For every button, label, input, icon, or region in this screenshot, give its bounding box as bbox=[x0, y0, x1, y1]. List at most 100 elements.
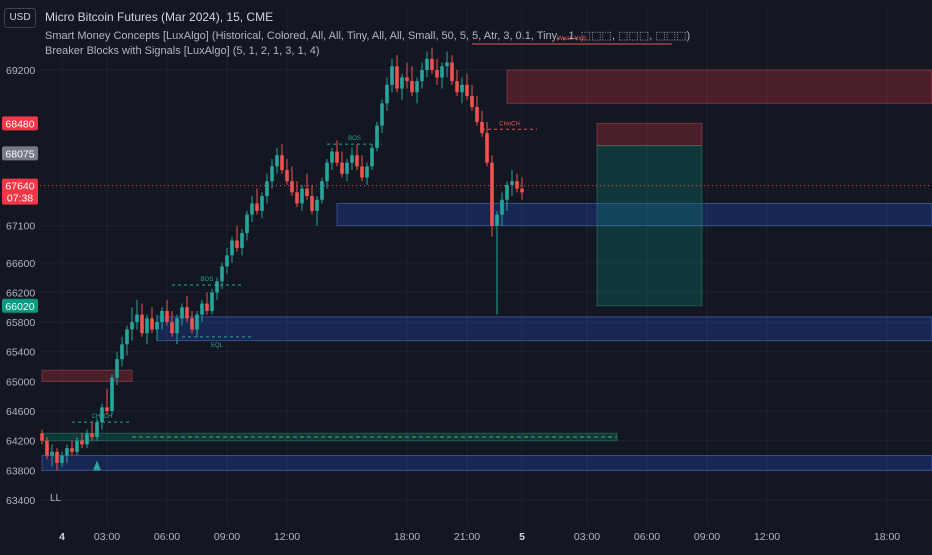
candle-body bbox=[190, 318, 194, 330]
candle-body bbox=[480, 121, 484, 134]
candle-body bbox=[380, 103, 384, 126]
candle-body bbox=[455, 81, 459, 93]
structure-label: EQL bbox=[211, 343, 224, 349]
candle-body bbox=[265, 181, 269, 197]
candle-body bbox=[375, 125, 379, 148]
candle-body bbox=[195, 314, 199, 330]
ll-label: LL bbox=[50, 493, 62, 504]
y-tick-label: 66200 bbox=[6, 287, 35, 299]
x-tick-label: 03:00 bbox=[574, 531, 600, 543]
candle-body bbox=[345, 162, 349, 174]
x-tick-label: 12:00 bbox=[274, 531, 300, 543]
candle-body bbox=[445, 62, 449, 67]
candle-body bbox=[470, 95, 474, 108]
candle-body bbox=[120, 344, 124, 360]
candle-body bbox=[105, 407, 109, 412]
x-tick-label: 12:00 bbox=[754, 531, 780, 543]
candle-body bbox=[220, 266, 224, 282]
candle-body bbox=[170, 322, 174, 334]
candle-body bbox=[180, 307, 184, 319]
candle-body bbox=[275, 155, 279, 167]
candle-body bbox=[390, 66, 394, 85]
candle-body bbox=[440, 66, 444, 78]
x-tick-label: 21:00 bbox=[454, 531, 480, 543]
y-tick-label: 63400 bbox=[6, 495, 35, 507]
symbol-title[interactable]: Micro Bitcoin Futures (Mar 2024), 15, CM… bbox=[45, 10, 274, 24]
structure-label: CHoCH bbox=[499, 121, 520, 127]
red-zone bbox=[596, 122, 703, 147]
y-tick-label: 66600 bbox=[6, 258, 35, 270]
candle-body bbox=[485, 133, 489, 163]
candle-body bbox=[80, 440, 84, 445]
price-badge bbox=[2, 146, 38, 161]
candle-body bbox=[495, 214, 499, 226]
candle-body bbox=[355, 155, 359, 167]
candle-body bbox=[505, 184, 509, 200]
candle-body bbox=[250, 203, 254, 215]
red-zone bbox=[506, 69, 932, 104]
candle-body bbox=[65, 448, 69, 456]
candle-body bbox=[185, 307, 189, 319]
x-tick-label: 06:00 bbox=[634, 531, 660, 543]
candle-body bbox=[360, 166, 364, 178]
blue-zone bbox=[336, 202, 932, 227]
candle-body bbox=[75, 440, 79, 452]
candle-body bbox=[310, 196, 314, 211]
indicator-breaker-blocks[interactable]: Breaker Blocks with Signals [LuxAlgo] (5… bbox=[45, 45, 320, 57]
candle-body bbox=[490, 162, 494, 226]
price-badge-text: 68075 bbox=[5, 148, 34, 160]
y-tick-label: 65800 bbox=[6, 317, 35, 329]
x-tick-label: 09:00 bbox=[214, 531, 240, 543]
y-tick-label: 64200 bbox=[6, 436, 35, 448]
candle-body bbox=[210, 292, 214, 311]
candle-body bbox=[45, 440, 49, 456]
candle-body bbox=[235, 240, 239, 248]
candle-body bbox=[90, 433, 94, 437]
y-tick-label: 69200 bbox=[6, 65, 35, 77]
structure-label: Weak High bbox=[557, 36, 586, 42]
candle-body bbox=[230, 240, 234, 256]
candle-body bbox=[270, 166, 274, 182]
candle-body bbox=[245, 214, 249, 234]
candle-body bbox=[340, 162, 344, 174]
axes: 63400 63800 64200 64600 65000 65400 65800 66200… bbox=[6, 65, 900, 543]
candle-body bbox=[435, 70, 439, 78]
candle-body bbox=[450, 62, 454, 82]
candle-body bbox=[85, 433, 89, 445]
candle-body bbox=[385, 84, 389, 104]
grid bbox=[40, 8, 932, 525]
blue-zone bbox=[41, 455, 932, 471]
candle-body bbox=[405, 77, 409, 82]
candle-body bbox=[305, 188, 309, 197]
x-tick-label: 5 bbox=[519, 531, 525, 543]
candle-body bbox=[320, 181, 324, 200]
candle-body bbox=[425, 58, 429, 70]
price-badge-text: 68480 bbox=[5, 118, 34, 130]
candle-body bbox=[285, 170, 289, 182]
candle-body bbox=[55, 451, 59, 463]
indicator-smart-money-concepts[interactable]: Smart Money Concepts [LuxAlgo] (Historic… bbox=[45, 30, 691, 42]
candle-body bbox=[255, 203, 259, 211]
candles bbox=[40, 47, 524, 471]
candle-body bbox=[280, 155, 284, 171]
green-zone bbox=[596, 145, 703, 307]
structure-label: BOS bbox=[201, 277, 214, 283]
candle-body bbox=[325, 162, 329, 182]
y-tick-label: 65000 bbox=[6, 376, 35, 388]
candle-body bbox=[130, 322, 134, 330]
candle-body bbox=[415, 81, 419, 93]
price-badge-text: 66020 bbox=[5, 301, 34, 313]
candle-body bbox=[430, 58, 434, 70]
candle-body bbox=[225, 255, 229, 267]
x-tick-label: 18:00 bbox=[874, 531, 900, 543]
currency-button[interactable]: USD bbox=[4, 8, 36, 28]
x-tick-label: 18:00 bbox=[394, 531, 420, 543]
candle-body bbox=[70, 448, 74, 452]
x-tick-label: 4 bbox=[59, 531, 65, 543]
candle-body bbox=[150, 318, 154, 330]
candle-body bbox=[200, 303, 204, 315]
candle-body bbox=[50, 451, 54, 456]
